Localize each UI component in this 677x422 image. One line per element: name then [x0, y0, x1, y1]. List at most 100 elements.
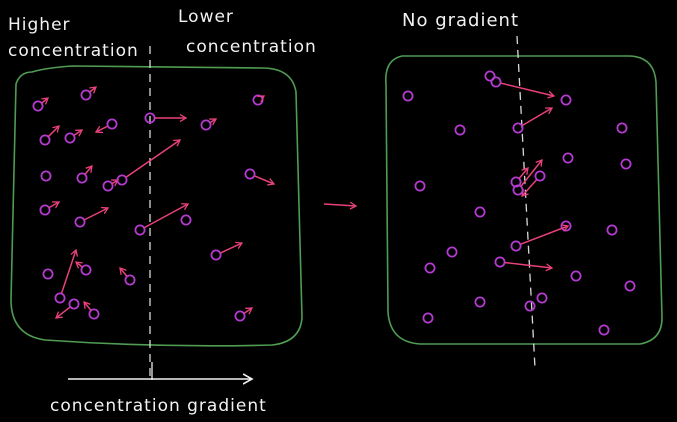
- right-particle: [494, 256, 552, 268]
- left-particle-dot: [234, 310, 246, 322]
- right-particle-dot: [512, 184, 524, 196]
- right-motion-arrow: [522, 179, 538, 196]
- left-particle-dot: [54, 292, 66, 304]
- right-particle-dot: [598, 324, 610, 336]
- right-particle: [560, 94, 572, 106]
- lower-concentration-label-line1: Lower: [178, 7, 234, 27]
- left-particle: [180, 214, 192, 226]
- left-motion-arrow: [56, 306, 71, 318]
- right-particle: [624, 280, 636, 292]
- left-particle: [210, 243, 242, 261]
- left-particle-dot: [200, 119, 212, 131]
- left-particle-dot: [68, 298, 80, 310]
- left-particle: [84, 302, 100, 320]
- right-particle-dot: [512, 122, 524, 134]
- left-particle-dot: [32, 100, 44, 112]
- right-container: [385, 55, 663, 345]
- right-particle-dot: [606, 224, 618, 236]
- left-particle-dot: [76, 172, 88, 184]
- left-motion-arrow: [60, 250, 76, 294]
- right-motion-arrow: [500, 82, 554, 96]
- right-particle-dot: [446, 246, 458, 258]
- right-particle-dot: [524, 300, 536, 312]
- left-particle: [39, 126, 59, 146]
- right-particle: [616, 122, 628, 134]
- right-motion-arrow: [521, 108, 552, 127]
- left-particle-dot: [106, 118, 118, 130]
- right-particle: [424, 262, 436, 274]
- right-particle-dot: [494, 256, 506, 268]
- right-particle-dot: [536, 292, 548, 304]
- left-particle: [120, 268, 136, 286]
- right-particle: [414, 180, 426, 192]
- left-particle: [74, 208, 108, 228]
- right-particle-dot: [560, 94, 572, 106]
- left-particle: [32, 98, 48, 112]
- right-particle: [474, 206, 486, 218]
- right-particle: [512, 160, 542, 196]
- right-particle-dot: [484, 70, 496, 82]
- right-motion-arrow: [520, 160, 542, 187]
- right-particle: [536, 292, 548, 304]
- right-particle: [512, 108, 552, 134]
- left-particle-dot: [39, 204, 51, 216]
- right-particle-dot: [402, 90, 414, 102]
- right-particle-dot: [414, 180, 426, 192]
- left-particle-dot: [80, 89, 92, 101]
- right-particle: [474, 296, 486, 308]
- left-motion-arrow: [84, 166, 92, 175]
- right-particle: [562, 152, 574, 164]
- left-motion-arrow: [125, 140, 180, 178]
- right-particle-dot: [424, 262, 436, 274]
- right-particle: [522, 170, 546, 196]
- right-particle-dot: [624, 280, 636, 292]
- left-particle: [42, 268, 54, 280]
- right-particle-dot: [616, 122, 628, 134]
- left-particle: [144, 112, 186, 124]
- left-container: [10, 65, 303, 347]
- left-particle-dot: [252, 94, 264, 106]
- right-particle: [422, 312, 434, 324]
- right-particle-dot: [534, 170, 546, 182]
- right-particle: [620, 158, 632, 170]
- left-particle: [40, 170, 52, 182]
- higher-concentration-label-line1: Higher: [8, 15, 71, 35]
- left-particle-dot: [144, 112, 156, 124]
- left-particle-dot: [40, 170, 52, 182]
- left-motion-arrow: [243, 308, 252, 313]
- left-particle-dot: [64, 132, 76, 144]
- left-particle: [134, 204, 188, 236]
- right-particle: [524, 300, 536, 312]
- left-motion-arrow: [48, 126, 59, 137]
- left-particle: [80, 87, 96, 101]
- left-motion-arrow: [254, 175, 274, 184]
- right-particle-dot: [454, 124, 466, 136]
- left-motion-arrow: [84, 302, 92, 311]
- right-particle-dot: [570, 270, 582, 282]
- right-particle-dot: [474, 296, 486, 308]
- right-particle: [510, 226, 568, 252]
- left-particle-dot: [88, 308, 100, 320]
- right-particle: [570, 270, 582, 282]
- left-motion-arrow: [73, 130, 82, 135]
- right-particle-dot: [490, 76, 502, 88]
- left-particle: [234, 308, 252, 322]
- right-particle-dot: [510, 240, 522, 252]
- left-motion-arrow: [76, 262, 82, 267]
- left-particle: [54, 250, 76, 304]
- right-motion-arrow: [504, 261, 552, 268]
- right-particle-dot: [422, 312, 434, 324]
- right-particle: [606, 224, 618, 236]
- concentration-gradient-label: concentration gradient: [50, 396, 267, 416]
- right-center-divider: [516, 35, 536, 369]
- left-particle: [116, 140, 180, 186]
- left-particle: [200, 119, 216, 131]
- left-particle-dot: [102, 180, 114, 192]
- left-particle-dot: [116, 174, 128, 186]
- transition-arrow: [323, 204, 356, 206]
- right-motion-arrow: [518, 168, 528, 179]
- left-motion-arrow: [144, 204, 188, 229]
- right-particle: [598, 324, 610, 336]
- left-motion-arrow: [90, 87, 96, 92]
